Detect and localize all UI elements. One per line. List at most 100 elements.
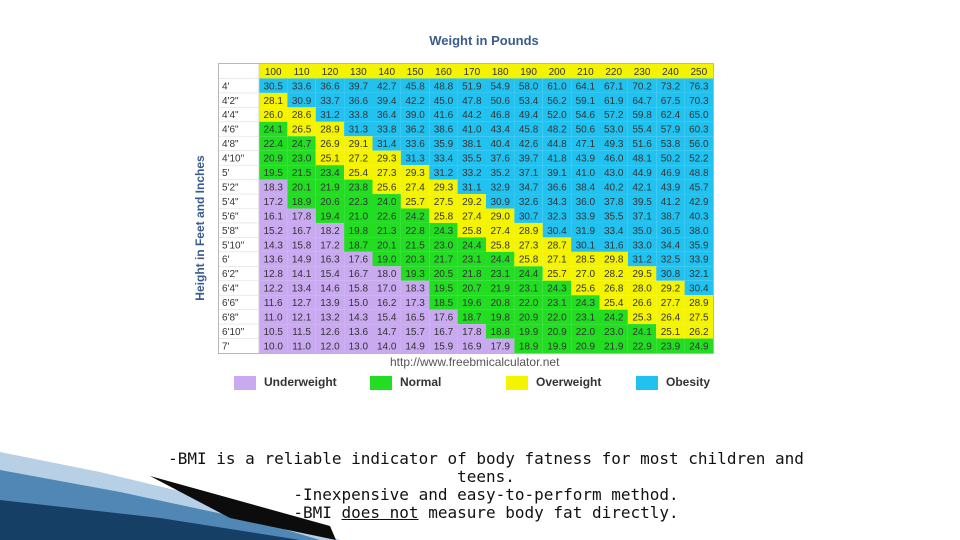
bmi-cell-value: 25.7 (547, 269, 567, 280)
bmi-cell-value: 39.1 (547, 168, 567, 179)
bmi-cell (514, 165, 543, 180)
caption-line-4-post: measure body fat directly. (418, 503, 679, 522)
bmi-cell-value: 46.0 (604, 154, 624, 165)
bmi-cell-value: 28.0 (632, 284, 652, 295)
bmi-cell (344, 78, 373, 93)
bmi-cell-value: 67.5 (661, 96, 681, 107)
row-header: 6'2" (222, 269, 239, 280)
bmi-cell-value: 24.7 (292, 139, 312, 150)
bmi-cell-value: 22.9 (632, 341, 652, 352)
bmi-cell-value: 17.9 (490, 341, 510, 352)
bmi-cell (344, 194, 373, 209)
bmi-cell-value: 48.8 (434, 81, 454, 92)
bmi-cell-value: 33.8 (377, 125, 397, 136)
bmi-cell-value: 25.8 (490, 240, 510, 251)
bmi-cell (429, 309, 458, 325)
bmi-cell-value: 47.1 (576, 139, 596, 150)
bmi-cell-value: 20.9 (576, 341, 596, 352)
bmi-cell (486, 237, 515, 252)
bmi-cell (486, 107, 515, 122)
bmi-cell (344, 165, 373, 180)
bmi-cell (684, 150, 713, 166)
bmi-cell (344, 179, 373, 195)
bmi-cell (429, 78, 458, 93)
bmi-cell (287, 136, 316, 151)
bmi-cell (457, 324, 486, 339)
bmi-cell-value: 19.9 (519, 327, 539, 338)
bmi-cell (429, 222, 458, 238)
bmi-cell (344, 295, 373, 310)
bmi-cell-value: 10.0 (263, 341, 283, 352)
caption-line-4-emphasis: does not (341, 503, 419, 522)
bmi-cell-value: 51.6 (632, 139, 652, 150)
bmi-cell-value: 27.2 (349, 154, 369, 165)
bmi-cell (400, 78, 430, 93)
bmi-cell-value: 21.0 (349, 211, 369, 222)
bmi-cell-value: 22.0 (576, 327, 596, 338)
bmi-cell-value: 42.6 (519, 139, 539, 150)
bmi-cell (457, 107, 486, 122)
bmi-cell-value: 53.0 (604, 125, 624, 136)
bmi-cell-value: 22.0 (547, 313, 567, 324)
bmi-cell-value: 25.7 (405, 197, 425, 208)
slide-caption: -BMI is a reliable indicator of body fat… (160, 450, 812, 522)
bmi-cell (315, 150, 345, 166)
bmi-cell (429, 295, 458, 310)
bmi-cell-value: 19.6 (462, 298, 482, 309)
bmi-cell-value: 37.1 (632, 211, 652, 222)
column-header: 190 (520, 67, 537, 78)
bmi-cell-value: 14.9 (405, 341, 425, 352)
bmi-cell (372, 136, 401, 151)
bmi-cell-value: 29.8 (604, 255, 624, 266)
bmi-cell (627, 208, 657, 223)
bmi-cell-value: 49.3 (604, 139, 624, 150)
bmi-cell (571, 309, 600, 325)
bmi-cell (429, 237, 458, 252)
bmi-cell (259, 237, 288, 252)
bmi-cell (457, 208, 486, 223)
bmi-cell-value: 38.4 (576, 182, 596, 193)
bmi-cell (571, 237, 600, 252)
bmi-cell-value: 43.4 (490, 125, 510, 136)
bmi-cell (344, 121, 373, 137)
bmi-cell-value: 31.2 (320, 110, 340, 121)
legend-label-overweight: Overweight (536, 375, 602, 389)
bmi-cell (315, 179, 345, 195)
bmi-cell-value: 39.0 (405, 110, 425, 121)
bmi-cell (684, 121, 713, 137)
bmi-cell-value: 28.2 (604, 269, 624, 280)
bmi-cell (400, 165, 430, 180)
bmi-cell-value: 35.0 (632, 226, 652, 237)
bmi-cell-value: 14.1 (292, 269, 312, 280)
column-header: 120 (322, 67, 339, 78)
bmi-cell-value: 26.6 (632, 298, 652, 309)
bmi-cell-value: 25.6 (576, 284, 596, 295)
bmi-cell-value: 17.3 (405, 298, 425, 309)
bmi-cell-value: 44.2 (462, 110, 482, 121)
bmi-cell (400, 222, 430, 238)
bmi-cell-value: 18.9 (519, 341, 539, 352)
bmi-cell-value: 23.4 (320, 168, 340, 179)
bmi-cell (315, 107, 345, 122)
bmi-cell-value: 18.3 (405, 284, 425, 295)
bmi-cell-value: 27.1 (547, 255, 567, 266)
bmi-cell-value: 31.1 (462, 182, 482, 193)
column-header: 170 (463, 67, 480, 78)
bmi-cell (315, 338, 345, 353)
bmi-cell (457, 266, 486, 281)
bmi-cell-value: 32.6 (519, 197, 539, 208)
bmi-cell (514, 208, 543, 223)
row-header: 5'8" (222, 226, 239, 237)
bmi-cell-value: 55.4 (632, 125, 652, 136)
bmi-cell (571, 208, 600, 223)
bmi-cell-value: 21.5 (292, 168, 312, 179)
bmi-cell-value: 18.7 (462, 313, 482, 324)
bmi-cell-value: 36.2 (405, 125, 425, 136)
bmi-cell-value: 30.4 (689, 284, 709, 295)
bmi-cell-value: 17.0 (377, 284, 397, 295)
bmi-cell (344, 324, 373, 339)
bmi-cell (259, 121, 288, 137)
bmi-cell (400, 208, 430, 223)
bmi-cell (684, 251, 713, 267)
bmi-cell (344, 92, 373, 108)
